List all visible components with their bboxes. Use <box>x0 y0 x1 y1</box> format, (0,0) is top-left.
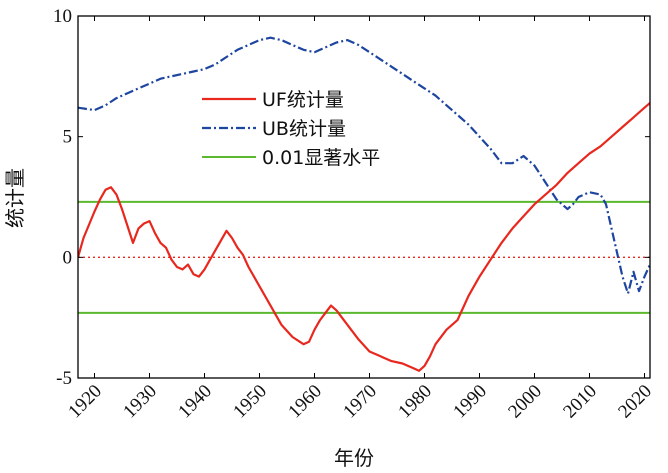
x-tick-label: 1970 <box>339 381 381 423</box>
x-tick-label: 1940 <box>174 381 216 423</box>
x-axis-label: 年份 <box>334 446 374 470</box>
x-tick-label: 2010 <box>559 381 601 423</box>
y-tick-label: 0 <box>63 247 73 268</box>
x-tick-labels: 1920 1930 1940 1950 1960 1970 1980 1990 2000 2010… <box>64 381 656 423</box>
axis-ticks <box>78 15 650 379</box>
x-tick-label: 2020 <box>614 381 656 423</box>
x-tick-label: 2000 <box>504 381 546 423</box>
x-tick-label: 1960 <box>284 381 326 423</box>
legend: UF统计量 UB统计量 0.01显著水平 <box>202 89 380 169</box>
y-tick-labels: -5 0 5 10 <box>53 6 72 389</box>
legend-ub-label: UB统计量 <box>262 118 346 140</box>
x-tick-label: 1990 <box>449 381 491 423</box>
y-tick-label: 10 <box>53 6 72 27</box>
x-tick-label: 1980 <box>394 381 436 423</box>
plot-frame <box>77 15 651 379</box>
x-tick-label: 1930 <box>119 381 161 423</box>
series-uf-line <box>78 102 650 372</box>
legend-significance-label: 0.01显著水平 <box>262 147 380 169</box>
series-ub-line <box>78 36 650 295</box>
y-tick-label: 5 <box>63 127 73 148</box>
y-tick-label: -5 <box>56 368 72 389</box>
plot-lines <box>78 36 650 372</box>
legend-uf-label: UF统计量 <box>262 89 344 111</box>
x-tick-label: 1950 <box>229 381 271 423</box>
y-axis-label: 统计量 <box>3 168 27 228</box>
